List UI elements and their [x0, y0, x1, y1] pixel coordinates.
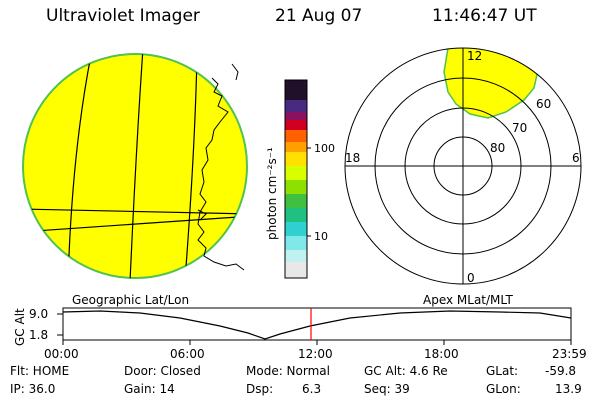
page-title: Ultraviolet Imager	[46, 6, 200, 26]
mlt-label-18: 18	[345, 151, 360, 165]
status-ip: IP: 36.0	[10, 382, 56, 396]
status-gain: Gain: 14	[124, 382, 175, 396]
colorbar-unit-label: photon cm⁻²s⁻¹	[265, 147, 279, 240]
lat-label-60: 60	[536, 97, 551, 111]
parallel-line	[23, 208, 247, 215]
timeline-right-label: Apex MLat/MLT	[423, 293, 513, 307]
meridian-line	[129, 54, 144, 278]
status-glat-label: GLat:	[486, 364, 519, 378]
meridian-line	[184, 54, 198, 278]
status-gc-alt: GC Alt: 4.6 Re	[364, 364, 448, 378]
globe-image	[22, 53, 248, 279]
timeline-x-tick: 12:00	[298, 347, 333, 361]
status-door: Door: Closed	[124, 364, 201, 378]
mlt-label-0: 0	[467, 271, 475, 285]
meridian-line	[67, 54, 93, 278]
status-glon-value: 13.9	[555, 382, 582, 396]
header-time: 11:46:47 UT	[432, 6, 537, 26]
altitude-curve	[63, 310, 571, 340]
status-flt: Flt: HOME	[10, 364, 70, 378]
timeline-y-tick: 9.0	[29, 307, 48, 321]
status-dsp-label: Dsp:	[246, 382, 274, 396]
timeline-left-label: Geographic Lat/Lon	[72, 293, 189, 307]
colorbar-tick-label: 10	[314, 230, 328, 243]
status-mode: Mode: Normal	[246, 364, 330, 378]
polar-plot: 12 18 6 0 60 70 80	[344, 47, 582, 285]
mlt-label-6: 6	[572, 151, 580, 165]
status-seq: Seq: 39	[364, 382, 410, 396]
lat-label-80: 80	[490, 141, 505, 155]
coastline	[197, 63, 245, 271]
timeline-y-axis-title: GC Alt	[13, 308, 27, 346]
timeline-x-tick: 23:59	[552, 347, 587, 361]
timeline-panel: Geographic Lat/Lon Apex MLat/MLT GC Alt …	[13, 293, 587, 361]
lat-label-70: 70	[512, 121, 527, 135]
timeline-x-tick: 06:00	[170, 347, 205, 361]
status-dsp-value: 6.3	[302, 382, 322, 396]
header-date: 21 Aug 07	[275, 6, 363, 26]
timeline-x-tick: 00:00	[44, 347, 79, 361]
auroral-oval	[443, 48, 539, 119]
mlt-label-12: 12	[467, 49, 482, 63]
timeline-x-tick: 18:00	[424, 347, 459, 361]
status-glat-value: -59.8	[545, 364, 577, 378]
colorbar: 100 10 photon cm⁻²s⁻¹	[265, 79, 335, 279]
status-glon-label: GLon:	[486, 382, 521, 396]
globe-disk	[22, 53, 248, 279]
parallel-line	[23, 215, 247, 233]
colorbar-tick-label: 100	[314, 142, 335, 155]
timeline-y-tick: 1.8	[29, 328, 48, 342]
